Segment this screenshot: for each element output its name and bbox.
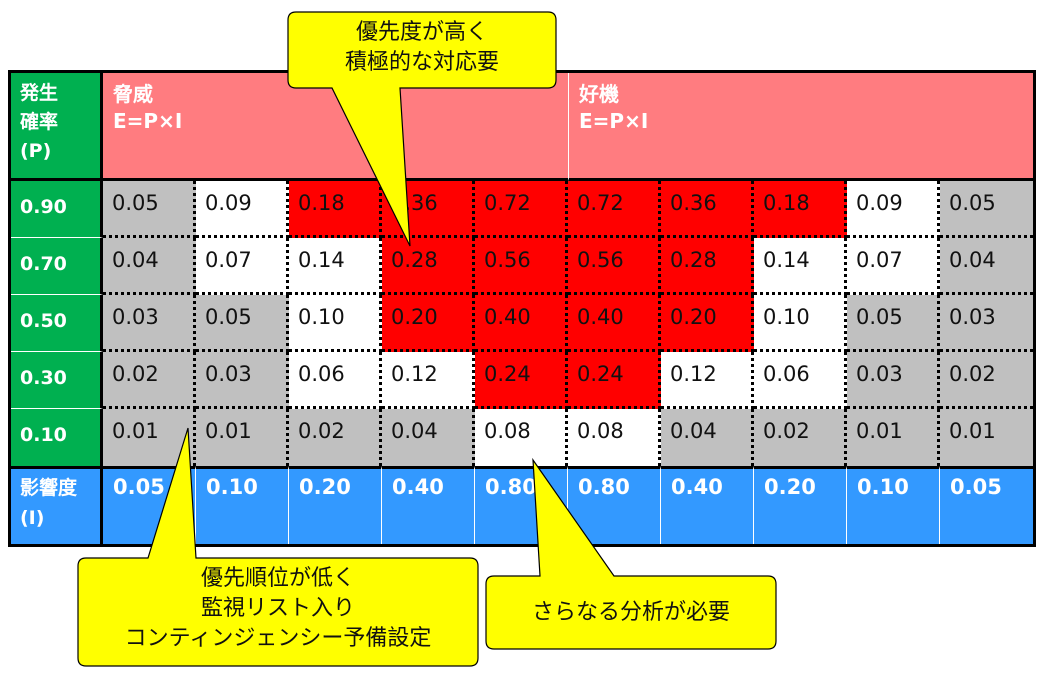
matrix-cell: 0.08 bbox=[568, 409, 661, 466]
matrix-cell: 0.08 bbox=[475, 409, 568, 466]
high-priority-callout-shape bbox=[287, 11, 557, 247]
matrix-cell: 0.01 bbox=[847, 409, 940, 466]
impact-value: 0.10 bbox=[847, 466, 940, 544]
matrix-cell: 0.07 bbox=[847, 238, 940, 295]
matrix-cell: 0.06 bbox=[754, 352, 847, 409]
impact-value: 0.05 bbox=[940, 466, 1033, 544]
matrix-cell: 0.05 bbox=[196, 295, 289, 352]
matrix-cell: 0.01 bbox=[940, 409, 1033, 466]
matrix-cell: 0.14 bbox=[754, 238, 847, 295]
matrix-cell: 0.03 bbox=[196, 352, 289, 409]
matrix-cell: 0.18 bbox=[289, 181, 382, 238]
impact-value: 0.40 bbox=[661, 466, 754, 544]
matrix-cell: 0.20 bbox=[382, 295, 475, 352]
low-priority-callout-text: 優先順位が低く 監視リスト入り コンティンジェンシー予備設定 bbox=[124, 566, 432, 651]
matrix-cell: 0.28 bbox=[661, 238, 754, 295]
matrix-cell: 0.03 bbox=[103, 295, 196, 352]
matrix-cell: 0.56 bbox=[475, 238, 568, 295]
probability-row-label: 0.70 bbox=[11, 238, 103, 295]
matrix-cell: 0.09 bbox=[196, 181, 289, 238]
matrix-cell: 0.40 bbox=[475, 295, 568, 352]
matrix-cell: 0.56 bbox=[568, 238, 661, 295]
impact-value: 0.40 bbox=[382, 466, 475, 544]
impact-value: 0.10 bbox=[196, 466, 289, 544]
matrix-cell: 0.03 bbox=[940, 295, 1033, 352]
probability-axis-label: 発生 確率 (P) bbox=[11, 73, 103, 181]
low-priority-callout-shape bbox=[77, 427, 479, 667]
further-analysis-callout-shape bbox=[485, 457, 777, 650]
matrix-cell: 0.03 bbox=[847, 352, 940, 409]
matrix-cell: 0.14 bbox=[289, 238, 382, 295]
matrix-cell: 0.18 bbox=[754, 181, 847, 238]
impact-axis-label: 影響度 (I) bbox=[11, 466, 103, 544]
matrix-cell: 0.02 bbox=[103, 352, 196, 409]
matrix-cell: 0.12 bbox=[661, 352, 754, 409]
matrix-cell: 0.12 bbox=[382, 352, 475, 409]
further-analysis-callout-text: さらなる分析が必要 bbox=[531, 600, 730, 625]
probability-row-label: 0.10 bbox=[11, 409, 103, 466]
matrix-cell: 0.06 bbox=[289, 352, 382, 409]
impact-value: 0.20 bbox=[289, 466, 382, 544]
matrix-cell: 0.72 bbox=[568, 181, 661, 238]
probability-row-label: 0.30 bbox=[11, 352, 103, 409]
impact-value: 0.20 bbox=[754, 466, 847, 544]
matrix-cell: 0.05 bbox=[940, 181, 1033, 238]
matrix-cell: 0.04 bbox=[940, 238, 1033, 295]
opportunity-header: 好機 E=P×I bbox=[568, 73, 1033, 181]
matrix-cell: 0.01 bbox=[196, 409, 289, 466]
matrix-cell: 0.24 bbox=[475, 352, 568, 409]
probability-row-label: 0.50 bbox=[11, 295, 103, 352]
matrix-cell: 0.09 bbox=[847, 181, 940, 238]
matrix-cell: 0.04 bbox=[103, 238, 196, 295]
matrix-cell: 0.10 bbox=[289, 295, 382, 352]
matrix-cell: 0.36 bbox=[661, 181, 754, 238]
matrix-cell: 0.05 bbox=[103, 181, 196, 238]
impact-value: 0.80 bbox=[568, 466, 661, 544]
probability-row-label: 0.90 bbox=[11, 181, 103, 238]
matrix-cell: 0.72 bbox=[475, 181, 568, 238]
matrix-cell: 0.07 bbox=[196, 238, 289, 295]
matrix-cell: 0.02 bbox=[754, 409, 847, 466]
probability-impact-matrix: 発生 確率 (P) 脅威 E=P×I 好機 E=P×I 影響度 (I) 0.90… bbox=[8, 70, 1036, 547]
high-priority-callout-text: 優先度が高く 積極的な対応要 bbox=[344, 20, 499, 75]
matrix-cell: 0.24 bbox=[568, 352, 661, 409]
matrix-cell: 0.28 bbox=[382, 238, 475, 295]
matrix-cell: 0.02 bbox=[289, 409, 382, 466]
matrix-cell: 0.20 bbox=[661, 295, 754, 352]
matrix-cell: 0.05 bbox=[847, 295, 940, 352]
matrix-cell: 0.04 bbox=[661, 409, 754, 466]
matrix-cell: 0.10 bbox=[754, 295, 847, 352]
matrix-cell: 0.02 bbox=[940, 352, 1033, 409]
matrix-cell: 0.04 bbox=[382, 409, 475, 466]
matrix-cell: 0.40 bbox=[568, 295, 661, 352]
